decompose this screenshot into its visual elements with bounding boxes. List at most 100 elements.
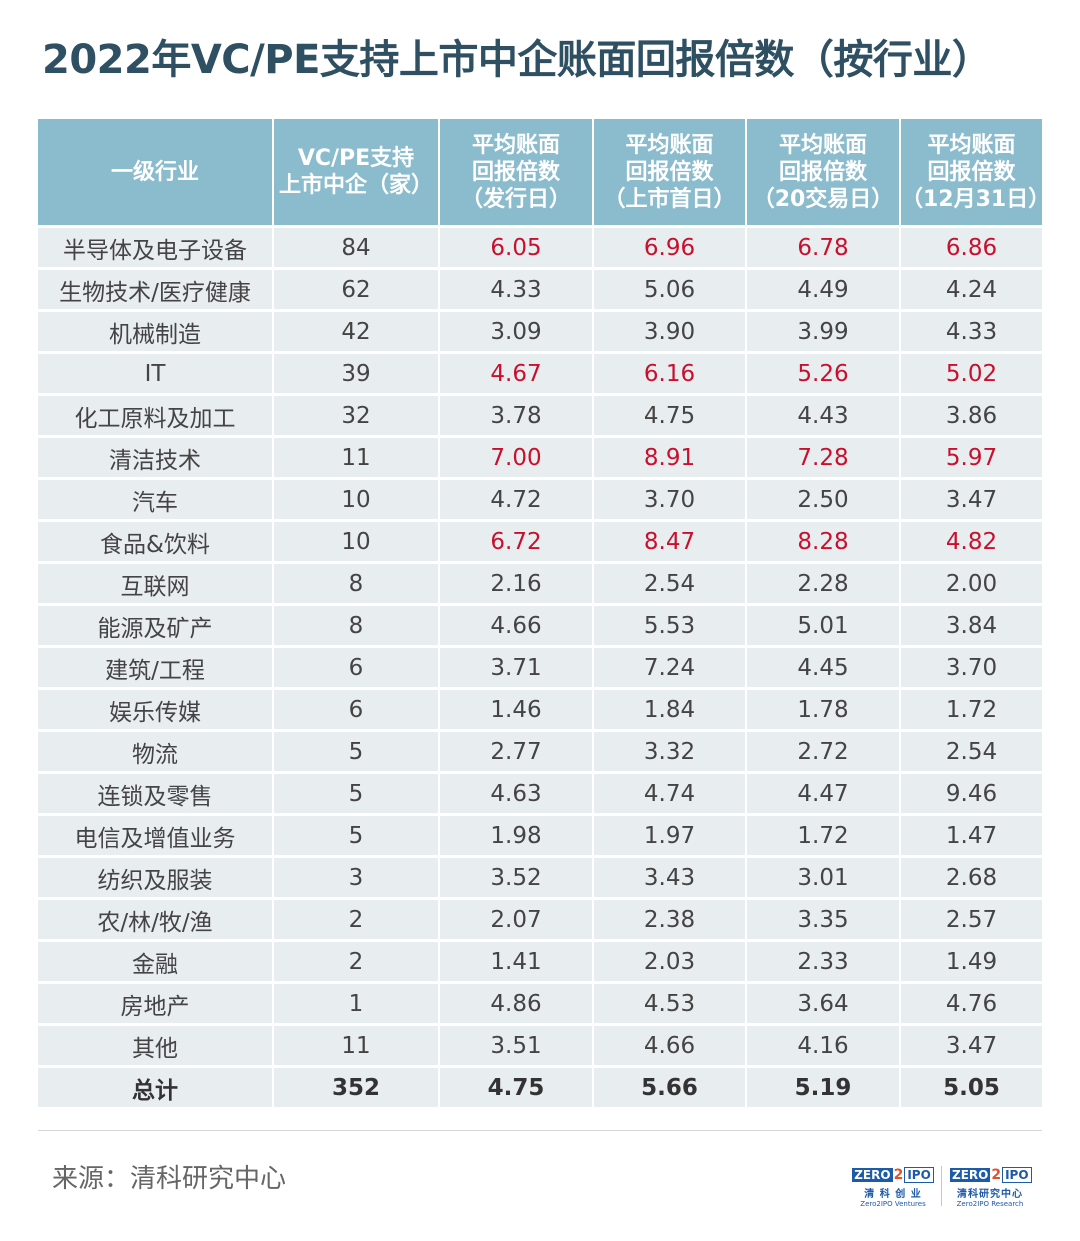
return-multiple-cell: 4.72 — [440, 480, 594, 522]
return-multiple-cell: 9.46 — [901, 774, 1042, 816]
return-multiple-cell: 4.49 — [747, 270, 901, 312]
return-multiple-cell: 3.52 — [440, 858, 594, 900]
industry-cell: 机械制造 — [38, 312, 274, 354]
total-return-multiple-cell: 5.19 — [747, 1068, 901, 1110]
logo-cn-name: 清科研究中心 — [957, 1189, 1023, 1200]
return-multiple-cell: 8.91 — [594, 438, 747, 480]
company-count-cell: 5 — [274, 774, 440, 816]
table-row: 娱乐传媒 6 1.46 1.84 1.78 1.72 — [38, 690, 1042, 732]
return-multiple-cell: 4.63 — [440, 774, 594, 816]
table-header-row: 一级行业 VC/PE支持 上市中企（家） 平均账面 回报倍数 （发行日） 平均账面 回报倍数（… — [38, 119, 1051, 228]
industry-cell: 房地产 — [38, 984, 274, 1026]
column-header-line: 回报倍数 — [778, 159, 867, 185]
company-count-cell: 42 — [274, 312, 440, 354]
industry-cell: IT — [38, 354, 274, 396]
column-header-line: 平均账面 — [927, 132, 1016, 158]
column-header-line: （上市首日） — [603, 186, 736, 212]
total-return-multiple-cell: 4.75 — [440, 1068, 594, 1110]
table-row: 化工原料及加工 32 3.78 4.75 4.43 3.86 — [38, 396, 1042, 438]
total-label-cell: 总计 — [38, 1068, 274, 1110]
return-multiple-cell: 6.05 — [440, 228, 594, 270]
table-row: 物流 5 2.77 3.32 2.72 2.54 — [38, 732, 1042, 774]
return-multiple-cell: 2.28 — [747, 564, 901, 606]
table-row: 建筑/工程 6 3.71 7.24 4.45 3.70 — [38, 648, 1042, 690]
table-row: 连锁及零售 5 4.63 4.74 4.47 9.46 — [38, 774, 1042, 816]
company-count-cell: 84 — [274, 228, 440, 270]
return-multiple-cell: 4.33 — [901, 312, 1042, 354]
company-count-cell: 6 — [274, 648, 440, 690]
return-multiple-cell: 2.68 — [901, 858, 1042, 900]
return-multiple-cell: 3.70 — [594, 480, 747, 522]
return-multiple-cell: 4.75 — [594, 396, 747, 438]
return-multiple-cell: 3.01 — [747, 858, 901, 900]
return-multiple-cell: 7.24 — [594, 648, 747, 690]
return-multiple-cell: 1.47 — [901, 816, 1042, 858]
company-count-cell: 2 — [274, 942, 440, 984]
company-count-cell: 5 — [274, 816, 440, 858]
table-row: 半导体及电子设备 84 6.05 6.96 6.78 6.86 — [38, 228, 1042, 270]
logo-mark: ZERO 2 IPO — [852, 1167, 934, 1183]
logo-cn-name: 清 科 创 业 — [864, 1189, 922, 1200]
column-header: 平均账面 回报倍数 （20交易日） — [747, 119, 901, 228]
column-header: 平均账面 回报倍数 （发行日） — [440, 119, 594, 228]
column-header-line: （20交易日） — [752, 186, 894, 212]
return-multiple-cell: 2.72 — [747, 732, 901, 774]
return-multiple-cell: 2.57 — [901, 900, 1042, 942]
return-multiple-cell: 8.28 — [747, 522, 901, 564]
return-multiple-cell: 1.97 — [594, 816, 747, 858]
total-return-multiple-cell: 5.05 — [901, 1068, 1042, 1110]
industry-cell: 汽车 — [38, 480, 274, 522]
return-multiple-cell: 3.84 — [901, 606, 1042, 648]
return-multiple-cell: 6.78 — [747, 228, 901, 270]
return-multiple-cell: 5.26 — [747, 354, 901, 396]
return-multiple-cell: 4.74 — [594, 774, 747, 816]
return-multiple-cell: 2.33 — [747, 942, 901, 984]
column-header: 平均账面 回报倍数 （上市首日） — [594, 119, 747, 228]
industry-cell: 能源及矿产 — [38, 606, 274, 648]
table-row: 纺织及服装 3 3.52 3.43 3.01 2.68 — [38, 858, 1042, 900]
industry-cell: 娱乐传媒 — [38, 690, 274, 732]
return-multiple-cell: 5.01 — [747, 606, 901, 648]
logo-mark: ZERO 2 IPO — [950, 1167, 1032, 1183]
logo-en-name: Zero2IPO Research — [956, 1200, 1024, 1208]
return-multiple-cell: 4.45 — [747, 648, 901, 690]
column-header-line: （12月31日） — [901, 186, 1051, 212]
company-count-cell: 2 — [274, 900, 440, 942]
return-multiple-cell: 6.72 — [440, 522, 594, 564]
industry-cell: 其他 — [38, 1026, 274, 1068]
column-header: 平均账面 回报倍数 （12月31日） — [901, 119, 1051, 228]
table-row: 生物技术/医疗健康 62 4.33 5.06 4.49 4.24 — [38, 270, 1042, 312]
table-row: 电信及增值业务 5 1.98 1.97 1.72 1.47 — [38, 816, 1042, 858]
table-row: 食品&饮料 10 6.72 8.47 8.28 4.82 — [38, 522, 1042, 564]
return-multiple-cell: 5.02 — [901, 354, 1042, 396]
company-count-cell: 10 — [274, 480, 440, 522]
return-multiple-cell: 3.99 — [747, 312, 901, 354]
table-row: 能源及矿产 8 4.66 5.53 5.01 3.84 — [38, 606, 1042, 648]
return-multiple-cell: 2.16 — [440, 564, 594, 606]
total-return-multiple-cell: 5.66 — [594, 1068, 747, 1110]
return-multiple-cell: 1.84 — [594, 690, 747, 732]
table-body: 半导体及电子设备 84 6.05 6.96 6.78 6.86 生物技术/医疗健康 62 4.3… — [38, 228, 1042, 1110]
company-count-cell: 8 — [274, 564, 440, 606]
logo-separator — [941, 1166, 942, 1206]
return-multiple-cell: 4.67 — [440, 354, 594, 396]
return-multiple-cell: 7.28 — [747, 438, 901, 480]
column-header-line: 回报倍数 — [625, 159, 714, 185]
return-multiple-cell: 1.98 — [440, 816, 594, 858]
return-multiple-cell: 4.66 — [594, 1026, 747, 1068]
footer-divider — [38, 1130, 1042, 1131]
source-note: 来源：清科研究中心 — [52, 1164, 287, 1194]
return-multiple-cell: 3.43 — [594, 858, 747, 900]
company-count-cell: 8 — [274, 606, 440, 648]
return-multiple-cell: 3.86 — [901, 396, 1042, 438]
industry-cell: 化工原料及加工 — [38, 396, 274, 438]
company-count-cell: 39 — [274, 354, 440, 396]
column-header-line: 平均账面 — [625, 132, 714, 158]
company-count-cell: 11 — [274, 1026, 440, 1068]
column-header: 一级行业 — [38, 119, 274, 228]
column-header-line: 回报倍数 — [471, 159, 560, 185]
company-count-cell: 5 — [274, 732, 440, 774]
industry-cell: 建筑/工程 — [38, 648, 274, 690]
return-multiple-cell: 2.00 — [901, 564, 1042, 606]
return-multiple-cell: 4.43 — [747, 396, 901, 438]
